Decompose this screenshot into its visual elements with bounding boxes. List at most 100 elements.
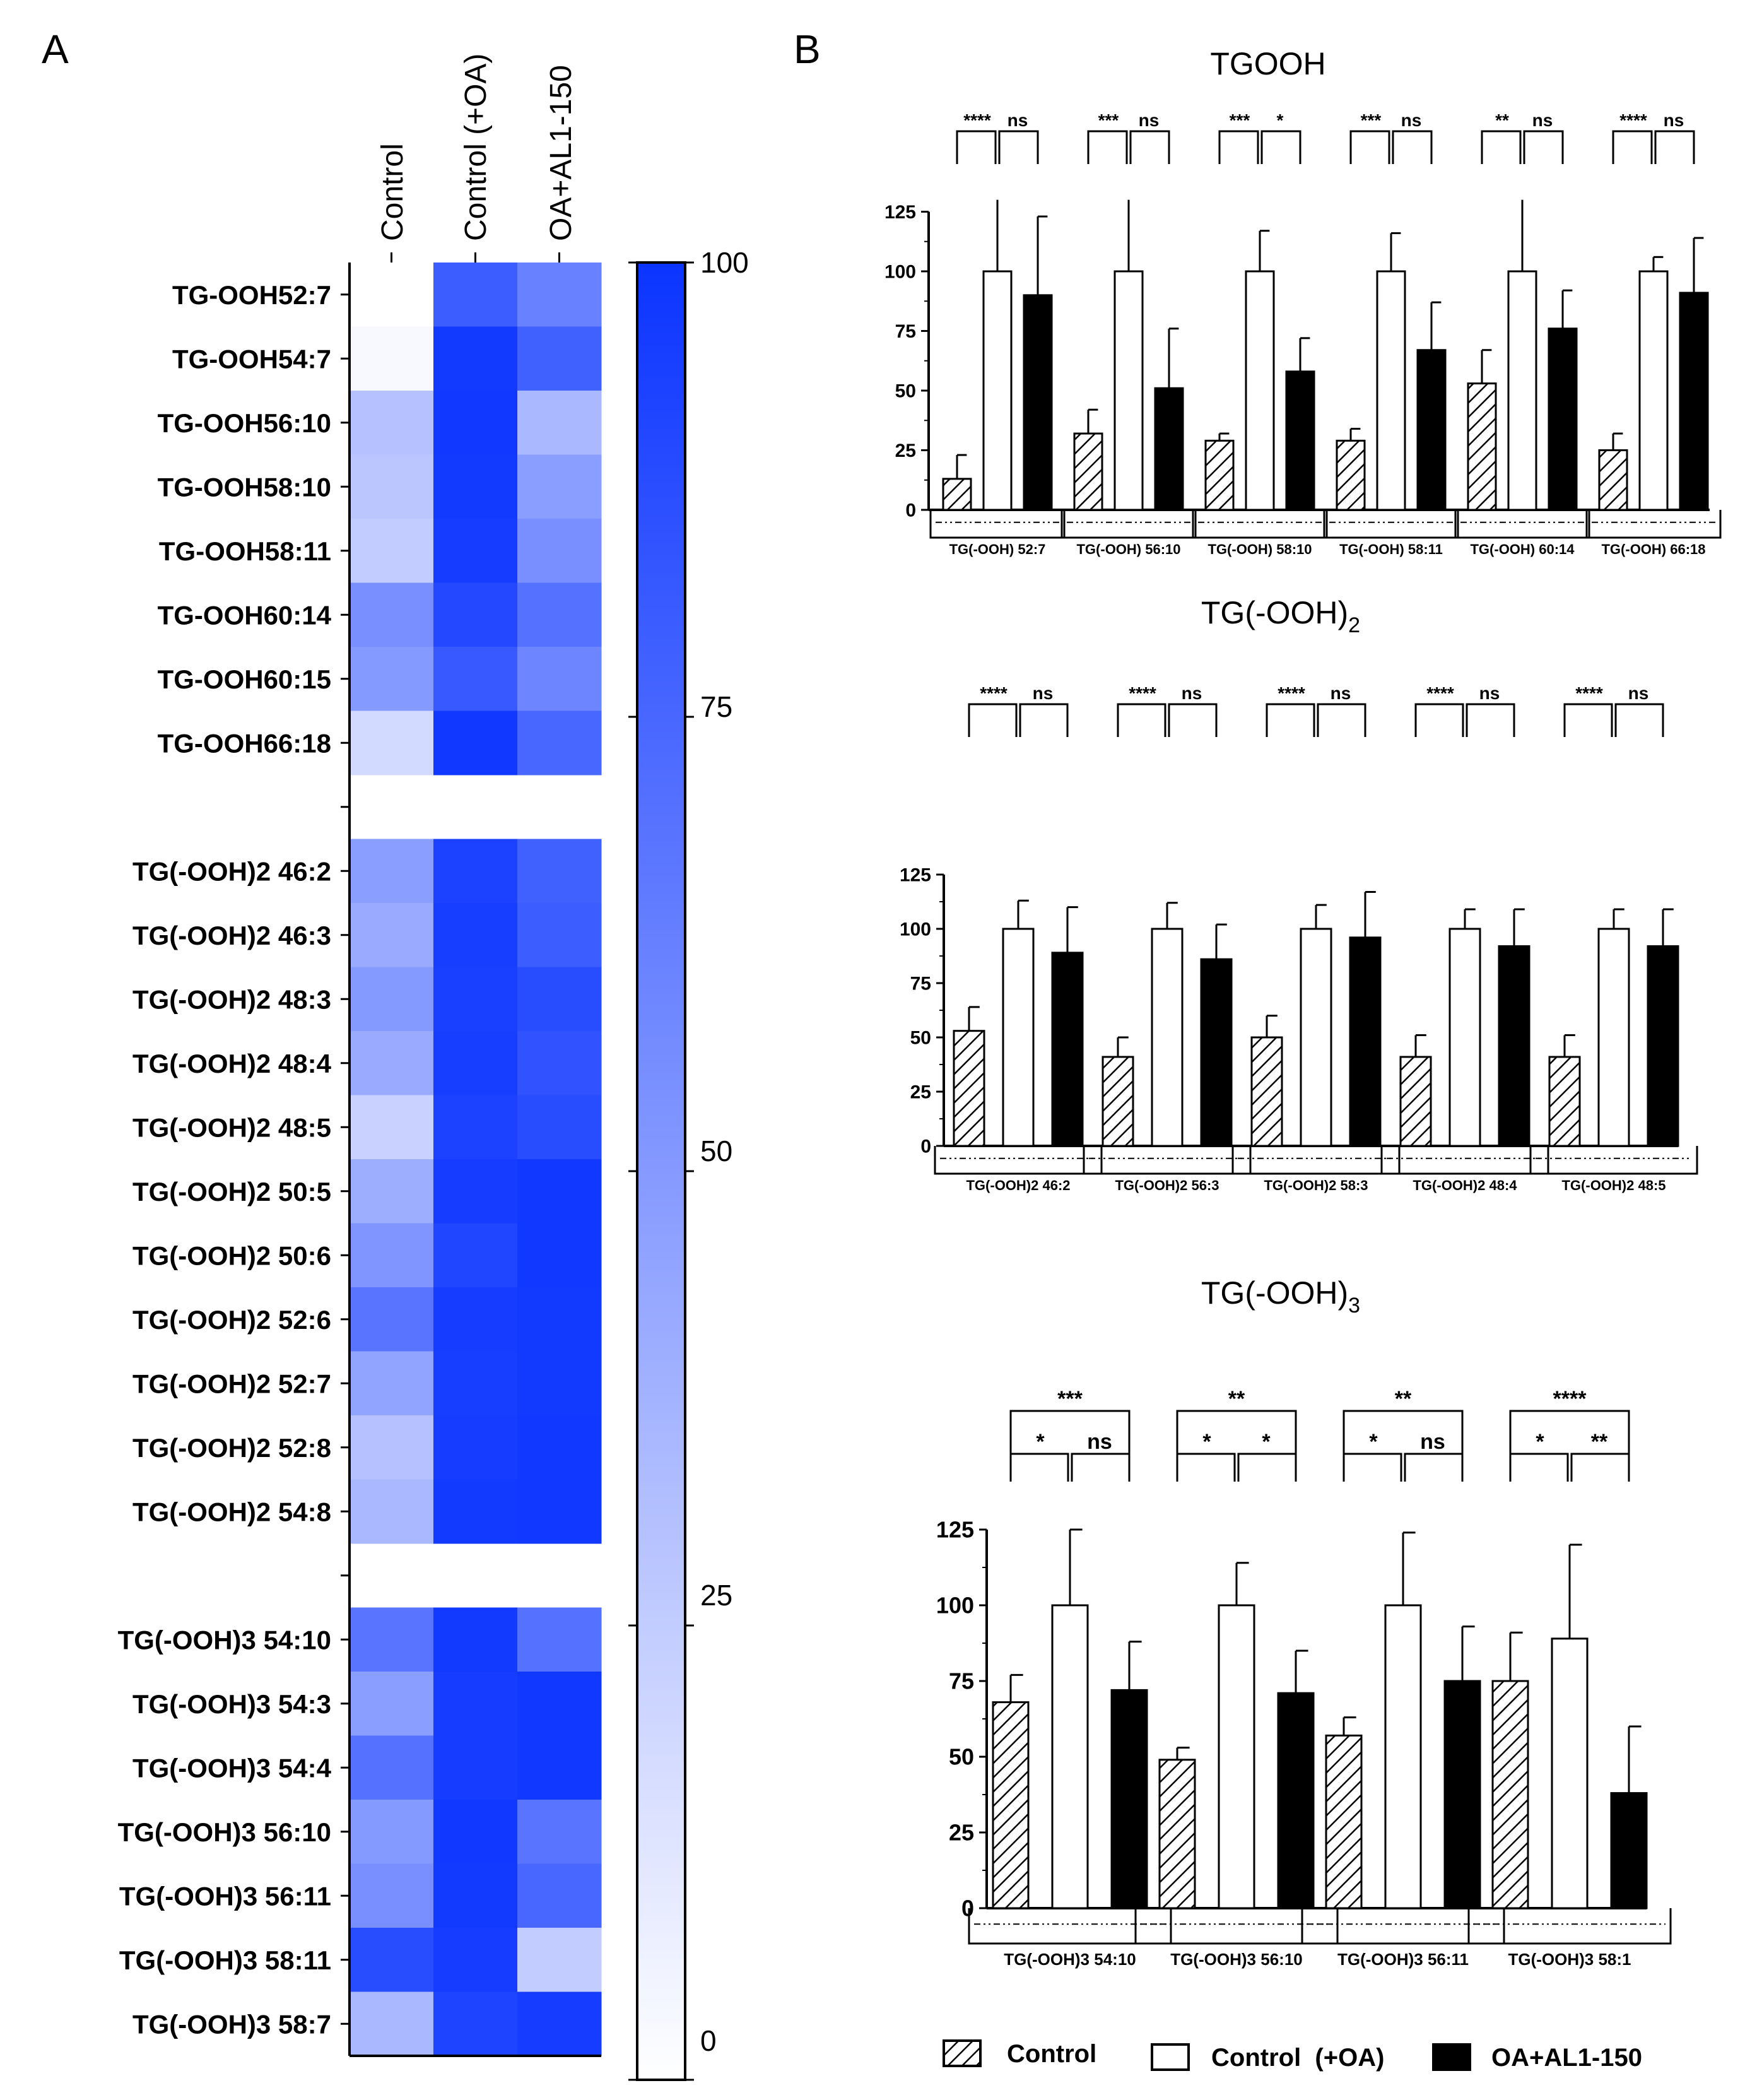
heatmap-cell bbox=[517, 1479, 602, 1544]
significance-bracket bbox=[1260, 130, 1301, 164]
category-label: TG(-OOH)3 58:1 bbox=[1508, 1950, 1631, 1969]
heatmap-col-label: OA+AL1-150 bbox=[544, 65, 578, 241]
category-label: TG(-OOH)2 58:3 bbox=[1264, 1177, 1368, 1193]
heatmap-row-label: TG(-OOH)2 52:7 bbox=[132, 1369, 331, 1398]
significance-label: ns bbox=[1087, 1430, 1112, 1454]
significance-bracket bbox=[1218, 130, 1259, 164]
bar-control bbox=[1204, 439, 1235, 511]
significance-label: *** bbox=[1057, 1387, 1083, 1411]
heatmap-row-label: TG(-OOH)2 50:6 bbox=[132, 1241, 331, 1270]
heatmap-cell bbox=[517, 1735, 602, 1800]
legend-label: Control bbox=[1007, 2040, 1096, 2068]
heatmap-cell bbox=[517, 1607, 602, 1672]
heatmap-cell bbox=[517, 326, 602, 391]
y-tick-label: 25 bbox=[895, 440, 916, 461]
significance-label: **** bbox=[1129, 683, 1156, 703]
y-tick-label: 75 bbox=[895, 321, 916, 342]
significance-label: ** bbox=[1395, 1387, 1412, 1411]
legend-label: OA+AL1-150 bbox=[1491, 2044, 1642, 2072]
colorbar-tick-label: 100 bbox=[700, 246, 749, 279]
heatmap-cell bbox=[517, 967, 602, 1032]
chart-title-subscript: 2 bbox=[1348, 613, 1360, 637]
heatmap-cell bbox=[433, 326, 518, 391]
heatmap-cell bbox=[350, 1991, 434, 2056]
significance-label: ns bbox=[1628, 683, 1649, 703]
colorbar-gradient bbox=[636, 261, 686, 2081]
category-label: TG(-OOH) 58:10 bbox=[1207, 541, 1312, 557]
category-label: TG(-OOH)2 56:3 bbox=[1115, 1177, 1219, 1193]
heatmap-cell bbox=[350, 391, 434, 455]
significance-bracket bbox=[1009, 1453, 1069, 1482]
significance-label: * bbox=[1369, 1430, 1378, 1454]
heatmap-row-label: TG-OOH58:10 bbox=[158, 472, 331, 502]
heatmap-cell bbox=[350, 1031, 434, 1095]
significance-label: * bbox=[1202, 1430, 1211, 1454]
significance-bracket bbox=[1614, 703, 1664, 737]
significance-bracket bbox=[998, 130, 1039, 164]
bar-oa-al bbox=[1154, 387, 1184, 511]
heatmap-cell bbox=[517, 1031, 602, 1095]
significance-label: * bbox=[1036, 1430, 1045, 1454]
bar-oa-al bbox=[1277, 1692, 1315, 1909]
significance-label: **** bbox=[1278, 683, 1305, 703]
bar-control bbox=[1399, 1056, 1432, 1147]
bar-control bbox=[953, 1030, 985, 1147]
heatmap-row-label: TG(-OOH)3 58:7 bbox=[132, 2009, 331, 2039]
category-label: TG(-OOH) 52:7 bbox=[949, 541, 1046, 557]
significance-bracket-outer bbox=[1009, 1410, 1131, 1482]
bar-oa-al bbox=[1416, 349, 1447, 511]
heatmap-row-label: TG(-OOH)3 54:10 bbox=[118, 1625, 331, 1655]
significance-bracket bbox=[1466, 703, 1515, 737]
significance-bracket bbox=[1523, 130, 1564, 164]
category-label: TG(-OOH) 66:18 bbox=[1601, 541, 1705, 557]
y-tick-label: 50 bbox=[910, 1028, 931, 1049]
heatmap-cell bbox=[350, 1351, 434, 1416]
category-label: TG(-OOH) 56:10 bbox=[1076, 541, 1180, 557]
category-box bbox=[1323, 510, 1459, 539]
significance-bracket bbox=[1237, 1453, 1297, 1482]
significance-bracket bbox=[956, 130, 997, 164]
heatmap-cell bbox=[350, 967, 434, 1032]
heatmap-cell bbox=[517, 454, 602, 519]
heatmap-cell bbox=[350, 1928, 434, 1992]
category-box bbox=[968, 1908, 1172, 1945]
heatmap-row-label: TG-OOH60:15 bbox=[158, 664, 331, 694]
bar-control-oa bbox=[1597, 928, 1630, 1147]
category-label: TG(-OOH) 58:11 bbox=[1339, 541, 1443, 557]
significance-label: ns bbox=[1182, 683, 1202, 703]
y-tick-label: 125 bbox=[900, 865, 931, 886]
heatmap-cell bbox=[433, 1223, 518, 1288]
heatmap-cell bbox=[433, 1991, 518, 2056]
heatmap-cell bbox=[350, 903, 434, 967]
heatmap-row-label: TG(-OOH)2 52:6 bbox=[132, 1305, 331, 1335]
heatmap-row-label: TG(-OOH)3 58:11 bbox=[119, 1945, 331, 1975]
significance-label: **** bbox=[1426, 683, 1454, 703]
category-box bbox=[1231, 1146, 1401, 1175]
heatmap-cell bbox=[517, 1863, 602, 1928]
bar-oa-al bbox=[1349, 936, 1382, 1147]
heatmap-cell bbox=[517, 519, 602, 583]
significance-label: * bbox=[1262, 1430, 1271, 1454]
heatmap-row-label: TG(-OOH)2 54:8 bbox=[132, 1497, 331, 1526]
heatmap-cell bbox=[517, 1672, 602, 1736]
category-box bbox=[1083, 1146, 1252, 1175]
significance-bracket bbox=[1176, 1453, 1236, 1482]
significance-bracket bbox=[1414, 703, 1464, 737]
heatmap-row-label: TG-OOH54:7 bbox=[172, 344, 331, 374]
significance-bracket bbox=[1654, 130, 1695, 164]
bar-chart-tg-ooh3: TG(-OOH)3 0 25 50 75 100 125 TG(-OOH)3 54:10 * n… bbox=[936, 1275, 1672, 1969]
bar-oa-al bbox=[1285, 370, 1315, 511]
heatmap-cell bbox=[433, 967, 518, 1032]
significance-bracket bbox=[1168, 703, 1218, 737]
category-box bbox=[1301, 1908, 1505, 1945]
heatmap-cell bbox=[517, 1991, 602, 2056]
y-tick-label: 125 bbox=[936, 1517, 974, 1543]
heatmap-cell bbox=[350, 326, 434, 391]
heatmap-cell bbox=[433, 391, 518, 455]
bar-control bbox=[1073, 432, 1103, 511]
heatmap: Control Control (+OA) OA+AL1-150 TG-OOH5… bbox=[118, 54, 602, 2057]
significance-bracket bbox=[1087, 130, 1128, 164]
y-tick-label: 100 bbox=[936, 1593, 974, 1619]
bar-oa-al bbox=[1051, 952, 1084, 1147]
